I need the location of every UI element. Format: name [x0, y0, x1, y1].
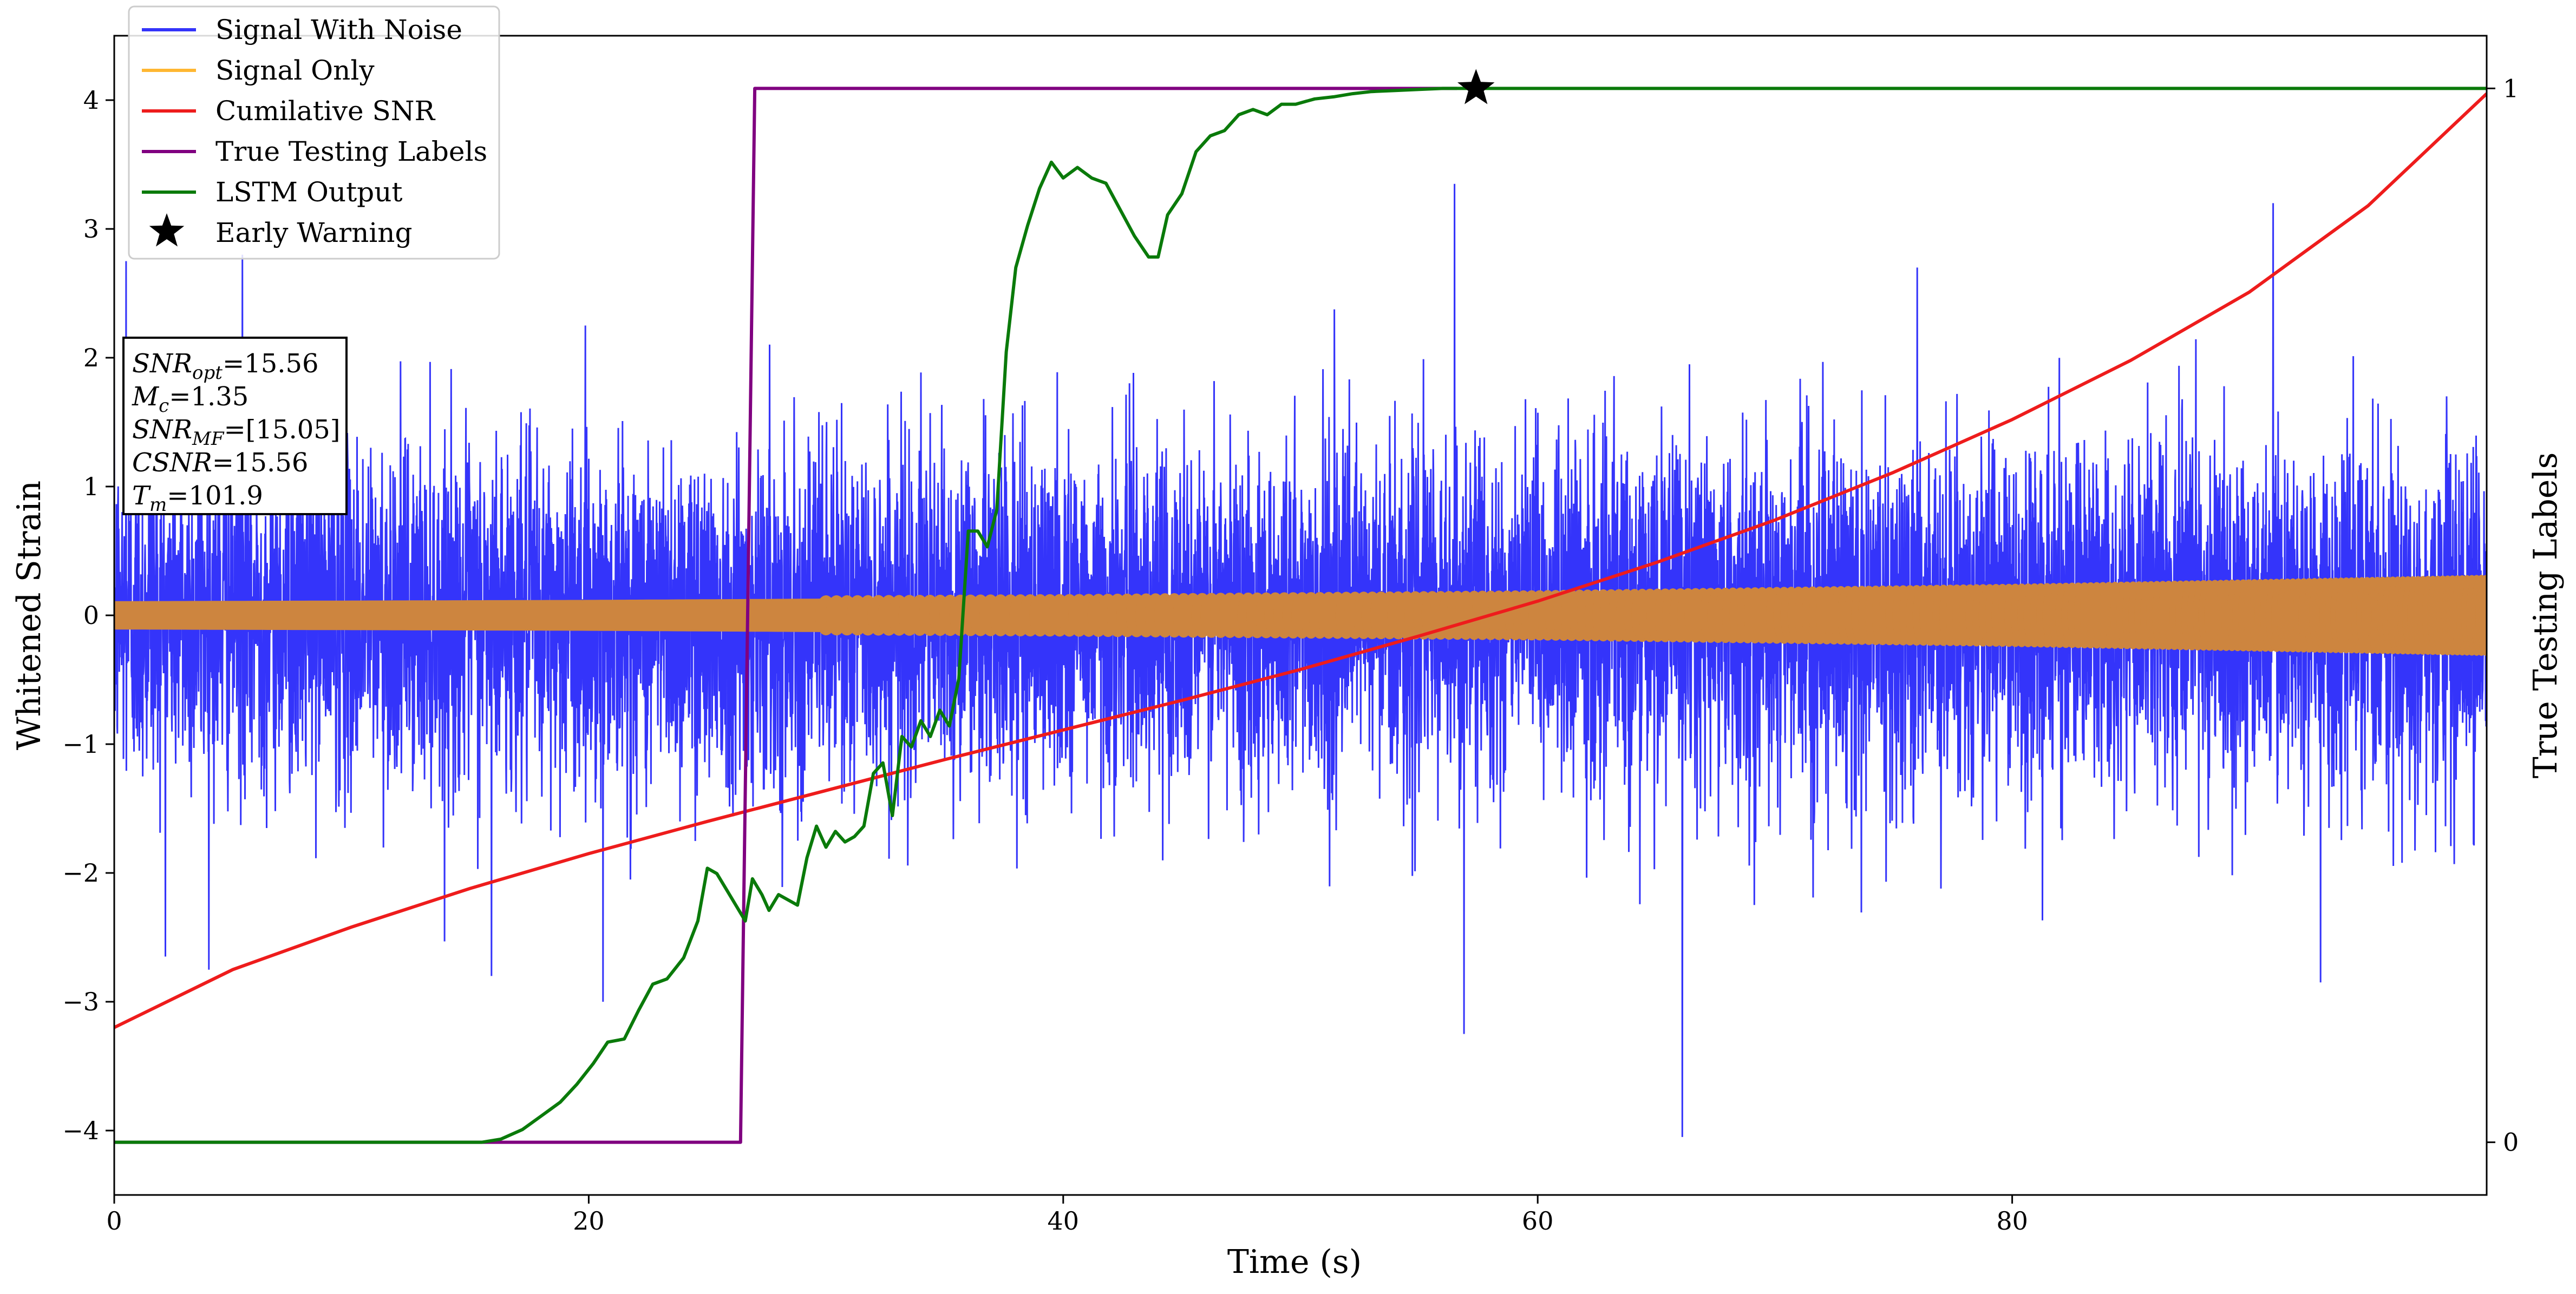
y-tick-label: −3	[62, 987, 99, 1016]
legend-label: LSTM Output	[215, 176, 402, 208]
info-box: SNRopt=15.56Mc=1.35SNRMF=[15.05]CSNR=15.…	[122, 337, 348, 516]
legend-label: Signal With Noise	[215, 14, 462, 45]
info-box-frame	[122, 337, 348, 515]
y-tick-label: 2	[83, 343, 99, 372]
info-value: =1.35	[169, 382, 249, 412]
legend-entry-early-warning: Early Warning	[149, 213, 413, 248]
info-subscript: MF	[192, 428, 225, 450]
info-line-t-m: Tm=101.9	[132, 481, 263, 516]
y-tick-label: −2	[62, 858, 99, 888]
y2-axis-label: True Testing Labels	[2527, 452, 2565, 779]
legend-entry-cumilative-snr: Cumilative SNR	[142, 95, 435, 127]
info-var: T	[132, 481, 151, 511]
legend-star-marker	[149, 213, 185, 247]
info-value: =15.56	[223, 349, 319, 379]
legend-label: Signal Only	[215, 55, 375, 86]
info-subscript: c	[159, 395, 169, 417]
y-tick-label: −1	[62, 730, 99, 759]
info-line-snr-mf: SNRMF=[15.05]	[132, 415, 341, 450]
early-warning-star	[1457, 69, 1495, 104]
info-box-lines: SNRopt=15.56Mc=1.35SNRMF=[15.05]CSNR=15.…	[132, 349, 341, 516]
chirp-bead	[2475, 575, 2487, 656]
x-axis-label: Time (s)	[1227, 1243, 1362, 1281]
info-line-csnr-x: CSNR=15.56	[132, 448, 308, 478]
legend-entry-signal-with-noise: Signal With Noise	[142, 14, 462, 45]
info-value: =101.9	[167, 481, 263, 511]
x-tick-label: 0	[106, 1206, 122, 1236]
legend-entry-signal-only: Signal Only	[142, 55, 375, 86]
y-tick-label: 1	[83, 472, 99, 501]
y-tick-label: 0	[83, 601, 99, 630]
y-tick-label: 3	[83, 214, 99, 244]
y-tick-label: −4	[62, 1116, 99, 1145]
series-line-cumilative-snr	[114, 92, 2487, 1029]
info-line-snr-opt: SNRopt=15.56	[132, 349, 319, 384]
y-axis-label: Whitened Strain	[10, 481, 48, 750]
info-var: CSNR	[132, 448, 212, 478]
x-tick-label: 40	[1048, 1206, 1080, 1236]
x-tick-label: 80	[1996, 1206, 2028, 1236]
plot-area	[114, 87, 2487, 1144]
info-subscript: m	[149, 494, 167, 516]
info-var: SNR	[132, 349, 192, 379]
info-line-m-c: Mc=1.35	[132, 382, 249, 417]
legend-entry-true-testing-labels: True Testing Labels	[142, 136, 487, 167]
y2-tick-label: 0	[2503, 1128, 2519, 1157]
annotations	[1457, 69, 1495, 104]
info-var: SNR	[132, 415, 192, 445]
info-var: M	[132, 382, 160, 412]
y2-tick-label: 1	[2503, 74, 2519, 103]
series-signal-only	[114, 575, 2487, 656]
x-tick-label: 20	[573, 1206, 605, 1236]
info-value: =15.56	[212, 448, 309, 478]
y-tick-label: 4	[83, 86, 99, 115]
x-tick-label: 60	[1522, 1206, 1554, 1236]
legend-label: Early Warning	[215, 217, 413, 248]
legend-entry-lstm-output: LSTM Output	[142, 176, 402, 208]
legend-label: True Testing Labels	[215, 136, 487, 167]
info-subscript: opt	[192, 362, 223, 384]
series-lines	[114, 87, 2487, 1144]
legend-box	[128, 5, 500, 260]
info-value: =[15.05]	[224, 415, 340, 445]
legend: Signal With Noise Signal Only Cumilative S…	[128, 5, 500, 260]
legend-entries: Signal With Noise Signal Only Cumilative S…	[142, 14, 487, 248]
legend-label: Cumilative SNR	[215, 95, 435, 127]
series-line-lstm-output	[114, 87, 2487, 1144]
